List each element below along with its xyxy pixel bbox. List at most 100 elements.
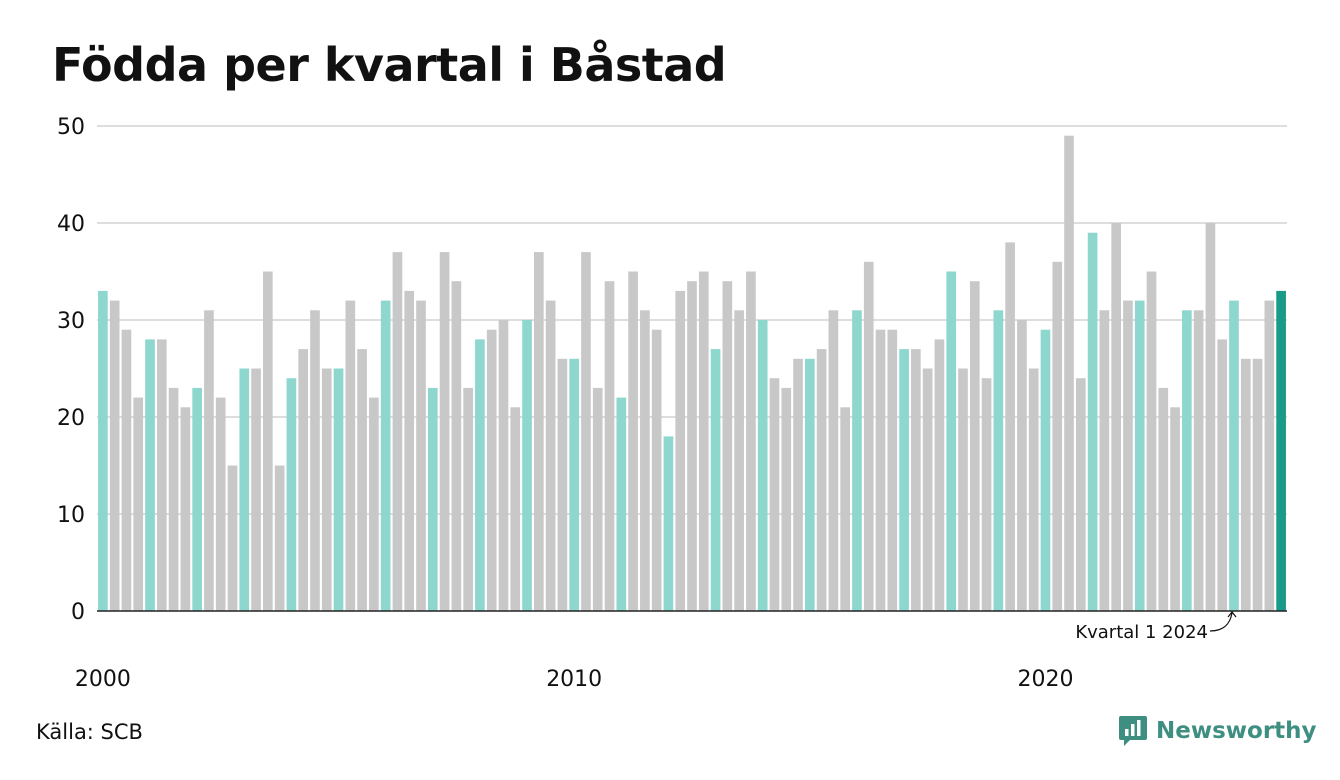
bar xyxy=(875,329,886,611)
bar xyxy=(1182,310,1192,611)
x-tick-label: 2000 xyxy=(75,667,131,692)
bar xyxy=(121,329,132,611)
bar xyxy=(380,300,391,611)
bar xyxy=(192,387,202,611)
bar xyxy=(180,407,191,611)
bar xyxy=(769,378,780,611)
bar xyxy=(969,281,980,611)
bar xyxy=(1123,300,1133,611)
bar xyxy=(710,349,721,611)
bar xyxy=(204,310,214,611)
bar xyxy=(604,281,615,611)
newsworthy-icon xyxy=(1119,716,1147,746)
bar xyxy=(109,300,120,611)
bar xyxy=(1158,387,1169,611)
y-tick-label: 30 xyxy=(57,309,85,334)
bar xyxy=(816,349,827,611)
y-tick-label: 40 xyxy=(57,212,85,237)
bar xyxy=(545,300,556,611)
chart-title: Födda per kvartal i Båstad xyxy=(52,38,727,92)
bar xyxy=(168,387,179,611)
bar xyxy=(522,320,532,611)
bar xyxy=(510,407,521,611)
bar xyxy=(757,320,768,611)
bar xyxy=(852,310,862,611)
bar xyxy=(946,271,957,611)
bar xyxy=(427,387,438,611)
x-tick-label: 2010 xyxy=(546,667,602,692)
bar xyxy=(98,290,108,611)
bar xyxy=(1017,320,1027,611)
bar xyxy=(1099,310,1110,611)
bar xyxy=(1075,378,1086,611)
bar xyxy=(463,387,473,611)
bar xyxy=(1028,368,1039,611)
bar xyxy=(215,397,226,611)
bar xyxy=(687,281,697,611)
bar xyxy=(1229,300,1239,611)
bar xyxy=(345,300,356,611)
bar xyxy=(227,465,238,611)
annotation-arrow xyxy=(1209,612,1233,632)
bar xyxy=(1264,300,1275,611)
bar xyxy=(581,252,591,611)
bar xyxy=(416,300,426,611)
annotation-arrowhead xyxy=(1227,611,1237,618)
bar xyxy=(922,368,933,611)
latest-annotation: Kvartal 1 2024 xyxy=(1075,611,1237,643)
bar xyxy=(934,339,945,611)
bar xyxy=(993,310,1004,611)
bar-latest xyxy=(1276,290,1286,611)
bar xyxy=(911,349,921,611)
y-tick-label: 20 xyxy=(57,406,85,431)
bar xyxy=(392,252,403,611)
bar xyxy=(746,271,756,611)
bar xyxy=(628,271,638,611)
bar xyxy=(333,368,344,611)
bar xyxy=(557,358,568,611)
bar xyxy=(404,290,415,611)
x-tick-label: 2020 xyxy=(1018,667,1074,692)
bar xyxy=(251,368,261,611)
brand-name: Newsworthy xyxy=(1156,718,1317,744)
bar xyxy=(1193,310,1204,611)
source-note: Källa: SCB xyxy=(36,720,143,744)
bar xyxy=(486,329,497,611)
bars xyxy=(98,135,1286,611)
bar xyxy=(133,397,144,611)
bar xyxy=(321,368,332,611)
bar xyxy=(156,339,167,611)
bar xyxy=(310,310,320,611)
y-axis-labels: 0 10 20 30 40 50 xyxy=(57,115,85,625)
bar xyxy=(145,339,155,611)
bar xyxy=(286,378,297,611)
bar xyxy=(1170,407,1180,611)
bar xyxy=(958,368,968,611)
bar xyxy=(1134,300,1145,611)
bar xyxy=(887,329,898,611)
y-tick-label: 0 xyxy=(71,600,85,625)
bar xyxy=(616,397,627,611)
bar xyxy=(698,271,709,611)
bar xyxy=(899,349,909,611)
bar xyxy=(1240,358,1251,611)
bar xyxy=(592,387,603,611)
y-tick-label: 50 xyxy=(57,115,85,140)
bar xyxy=(675,290,686,611)
bar xyxy=(439,252,450,611)
bar xyxy=(1252,358,1263,611)
bar xyxy=(357,349,367,611)
y-tick-label: 10 xyxy=(57,503,85,528)
newsworthy-logo[interactable]: Newsworthy xyxy=(1118,714,1317,748)
bar xyxy=(1111,223,1121,611)
bar xyxy=(781,387,792,611)
bar xyxy=(828,310,839,611)
bar xyxy=(793,358,803,611)
bar xyxy=(569,358,580,611)
bar xyxy=(369,397,379,611)
bar xyxy=(1217,339,1228,611)
x-axis-labels: 2000 2010 2020 xyxy=(75,667,1074,692)
bar xyxy=(1064,135,1074,611)
bar xyxy=(451,281,462,611)
bar xyxy=(298,349,309,611)
